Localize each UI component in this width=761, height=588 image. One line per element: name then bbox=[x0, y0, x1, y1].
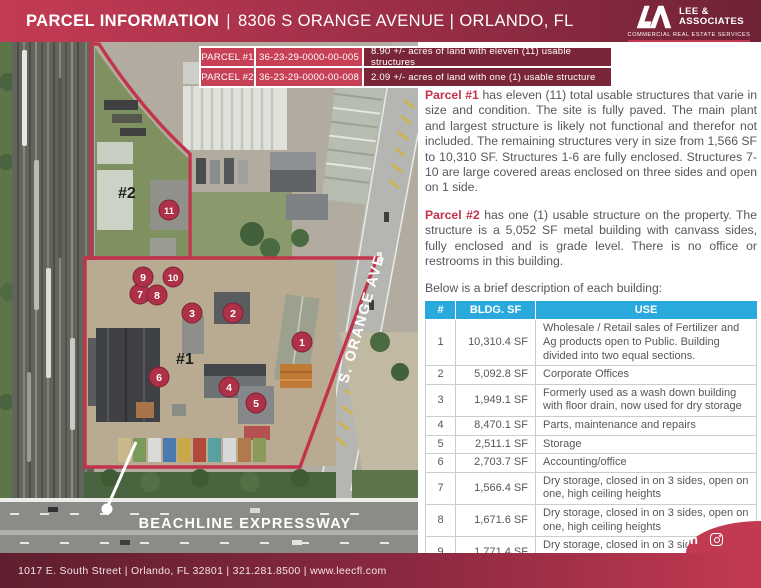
map-marker: 9 bbox=[132, 266, 154, 288]
logo-name-line1: LEE & bbox=[678, 6, 709, 17]
callout-pointer bbox=[101, 441, 138, 515]
la-logo-icon bbox=[634, 4, 674, 30]
footer-bar: 1017 E. South Street | Orlando, FL 32801… bbox=[0, 553, 761, 588]
map-marker: 8 bbox=[146, 284, 168, 306]
svg-text:4: 4 bbox=[226, 382, 232, 394]
parcel1-label: #1 bbox=[176, 351, 194, 368]
parcel1-paragraph-text: has eleven (11) total usable structures … bbox=[425, 88, 757, 195]
aerial-map: #2 #1 S. ORANGE AVE BEACHLINE EXPRESSWAY… bbox=[0, 42, 418, 553]
svg-text:5: 5 bbox=[253, 398, 259, 410]
parcel2-desc-cell: 2.09 +/- acres of land with one (1) usab… bbox=[364, 68, 611, 86]
svg-text:9: 9 bbox=[140, 272, 146, 284]
parcel1-paragraph: Parcel #1 has eleven (11) total usable s… bbox=[425, 88, 757, 196]
beachline-highway bbox=[0, 498, 418, 553]
logo-rule bbox=[628, 40, 750, 42]
beachline-label: BEACHLINE EXPRESSWAY bbox=[139, 516, 352, 532]
svg-text:1: 1 bbox=[299, 337, 305, 349]
page-title-address: 8306 S ORANGE AVENUE | ORLANDO, FL bbox=[237, 11, 574, 30]
col-header-use: USE bbox=[535, 301, 757, 321]
container-row bbox=[118, 438, 266, 462]
page-title-bold: PARCEL INFORMATION bbox=[26, 11, 220, 30]
svg-text:11: 11 bbox=[164, 206, 175, 217]
parcel1-paragraph-lead: Parcel #1 bbox=[425, 88, 479, 102]
parcel1-label-cell: PARCEL #1 bbox=[201, 48, 254, 66]
svg-text:3: 3 bbox=[189, 308, 195, 320]
table-row: 2 5,092.8 SF Corporate Offices bbox=[425, 365, 757, 385]
table-row: 3 1,949.1 SF Formerly used as a wash down … bbox=[425, 383, 757, 418]
parcel-info-rows: PARCEL #1 36-23-29-0000-00-005 8.90 +/- … bbox=[199, 46, 613, 88]
building-markers: 1 2 3 4 5 6 7 8 9 10 11 bbox=[129, 199, 313, 414]
parcel1-id-cell: 36-23-29-0000-00-005 bbox=[256, 48, 362, 66]
logo-tagline: COMMERCIAL REAL ESTATE SERVICES bbox=[627, 32, 751, 38]
instagram-icon[interactable] bbox=[710, 533, 723, 546]
lee-associates-logo: LEE & ASSOCIATES COMMERCIAL REAL ESTATE … bbox=[625, 4, 753, 42]
map-marker: 5 bbox=[245, 392, 267, 414]
map-marker: 4 bbox=[218, 376, 240, 398]
table-row: 5 2,511.1 SF Storage bbox=[425, 434, 757, 455]
table-row: 7 1,566.4 SF Dry storage, closed in on 3 s… bbox=[425, 471, 757, 506]
building-table: # BLDG. SF USE 1 10,310.4 SF Wholesale / R… bbox=[425, 301, 757, 588]
svg-text:8: 8 bbox=[154, 290, 160, 302]
svg-text:2: 2 bbox=[230, 308, 236, 320]
map-marker: 1 bbox=[291, 331, 313, 353]
social-icons: in bbox=[686, 533, 723, 546]
svg-text:6: 6 bbox=[156, 372, 162, 384]
map-marker: 3 bbox=[181, 302, 203, 324]
parcel2-id-cell: 36-23-29-0000-00-008 bbox=[256, 68, 362, 86]
col-header-sf: BLDG. SF bbox=[455, 301, 536, 321]
parcel1-desc-cell: 8.90 +/- acres of land with eleven (11) … bbox=[364, 46, 611, 68]
parcel2-paragraph-text: has one (1) usable structure on the prop… bbox=[425, 207, 757, 269]
building-table-header: # BLDG. SF USE bbox=[425, 301, 757, 321]
table-row: 1 10,310.4 SF Wholesale / Retail sales of … bbox=[425, 319, 757, 367]
table-intro: Below is a brief description of each bui… bbox=[425, 281, 663, 296]
svg-text:10: 10 bbox=[168, 273, 179, 284]
parcel2-paragraph: Parcel #2 has one (1) usable structure o… bbox=[425, 208, 757, 270]
table-row: 6 2,703.7 SF Accounting/office bbox=[425, 453, 757, 473]
page-title: PARCEL INFORMATION | 8306 S ORANGE AVENUE … bbox=[26, 12, 574, 31]
parcel2-paragraph-lead: Parcel #2 bbox=[425, 207, 480, 222]
linkedin-icon[interactable]: in bbox=[686, 532, 698, 547]
svg-text:7: 7 bbox=[137, 289, 143, 301]
map-marker: 11 bbox=[158, 199, 180, 221]
map-marker: 6 bbox=[148, 366, 170, 388]
logo-name: LEE & ASSOCIATES bbox=[679, 7, 744, 27]
table-row: 4 8,470.1 SF Parts, maintenance and repair… bbox=[425, 416, 757, 436]
description-column: Parcel #1 has eleven (11) total usable s… bbox=[425, 88, 757, 588]
aerial-map-svg: #2 #1 S. ORANGE AVE BEACHLINE EXPRESSWAY… bbox=[0, 42, 418, 553]
logo-name-line2: ASSOCIATES bbox=[678, 16, 745, 27]
parcel2-label: #2 bbox=[118, 185, 136, 202]
map-marker: 10 bbox=[162, 266, 184, 288]
title-separator: | bbox=[226, 11, 231, 30]
map-marker: 2 bbox=[222, 302, 244, 324]
parcel-row-2: PARCEL #2 36-23-29-0000-00-008 2.09 +/- … bbox=[201, 68, 611, 86]
col-header-num: # bbox=[425, 301, 456, 321]
parcel1-outline bbox=[83, 256, 380, 469]
parcel2-label-cell: PARCEL #2 bbox=[201, 68, 254, 86]
header-bar: PARCEL INFORMATION | 8306 S ORANGE AVENUE … bbox=[0, 0, 761, 42]
footer-contact-text: 1017 E. South Street | Orlando, FL 32801… bbox=[18, 564, 387, 577]
parcel-row-1: PARCEL #1 36-23-29-0000-00-005 8.90 +/- … bbox=[201, 46, 611, 68]
